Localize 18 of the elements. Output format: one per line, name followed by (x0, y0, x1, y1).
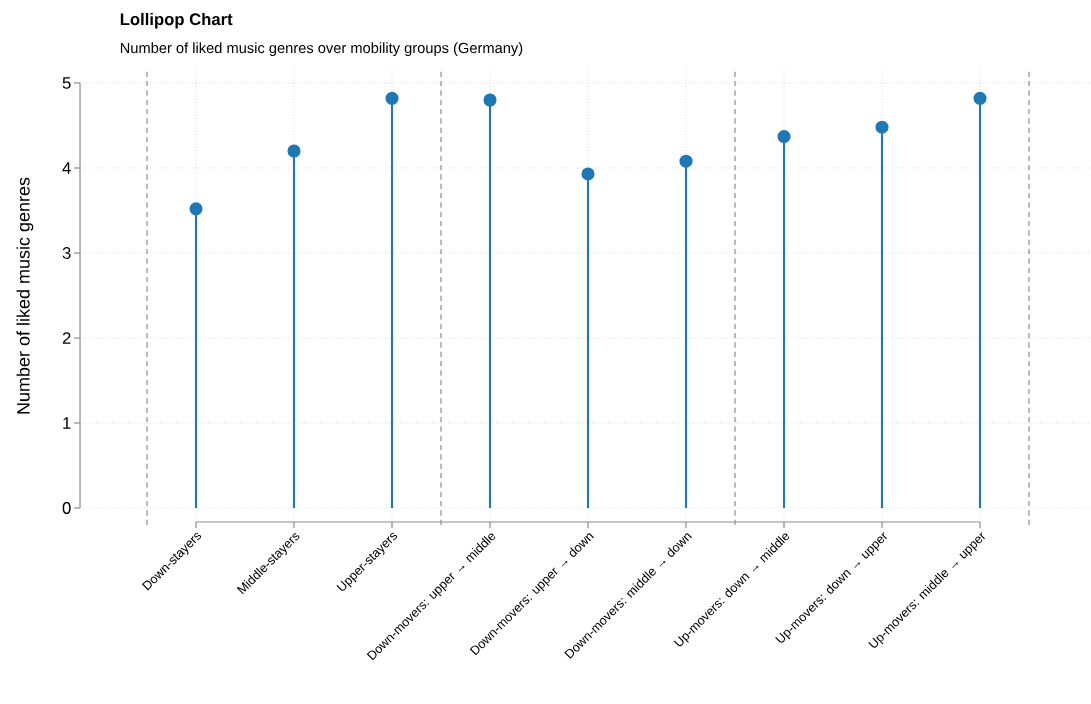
point (581, 167, 595, 181)
y-tick-label: 0 (62, 502, 71, 514)
y-axis-title: Number of liked music genres (16, 177, 34, 414)
y-tick-label: 3 (62, 247, 71, 259)
point (189, 202, 203, 216)
point (483, 93, 497, 107)
point (973, 91, 987, 105)
point (875, 120, 889, 134)
point (287, 144, 301, 158)
y-tick-label: 1 (63, 417, 71, 429)
point (385, 91, 399, 105)
y-tick-label: 5 (62, 77, 71, 89)
y-tick-label: 4 (62, 162, 71, 174)
y-tick-label: 2 (62, 332, 71, 344)
chart-title: Lollipop Chart (120, 12, 233, 29)
point (679, 154, 693, 168)
chart-subtitle: Number of liked music genres over mobility groups (Germany) (120, 42, 523, 57)
point (777, 129, 791, 144)
